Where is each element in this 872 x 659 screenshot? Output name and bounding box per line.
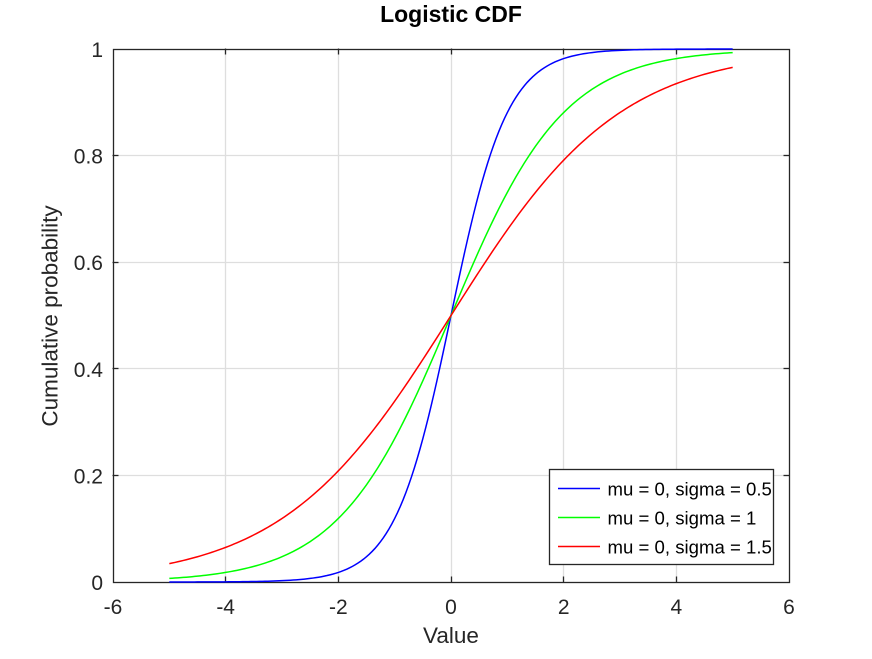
svg-text:0: 0 — [91, 572, 103, 595]
svg-text:mu = 0, sigma = 0.5: mu = 0, sigma = 0.5 — [608, 479, 772, 500]
svg-text:Logistic CDF: Logistic CDF — [380, 1, 522, 27]
svg-text:6: 6 — [783, 596, 795, 619]
svg-text:mu = 0, sigma = 1: mu = 0, sigma = 1 — [608, 508, 757, 529]
svg-text:0.8: 0.8 — [74, 146, 103, 169]
svg-text:4: 4 — [670, 596, 682, 619]
svg-text:-4: -4 — [216, 596, 235, 619]
svg-text:-2: -2 — [329, 596, 348, 619]
svg-text:1: 1 — [91, 39, 103, 62]
svg-text:0: 0 — [445, 596, 457, 619]
svg-text:0.6: 0.6 — [74, 252, 103, 275]
svg-text:2: 2 — [558, 596, 570, 619]
svg-text:-6: -6 — [104, 596, 123, 619]
svg-text:0.2: 0.2 — [74, 465, 103, 488]
svg-text:0.4: 0.4 — [74, 359, 104, 382]
svg-text:Cumulative probability: Cumulative probability — [38, 205, 63, 427]
svg-text:Value: Value — [423, 623, 479, 648]
svg-text:mu = 0, sigma = 1.5: mu = 0, sigma = 1.5 — [608, 537, 772, 558]
